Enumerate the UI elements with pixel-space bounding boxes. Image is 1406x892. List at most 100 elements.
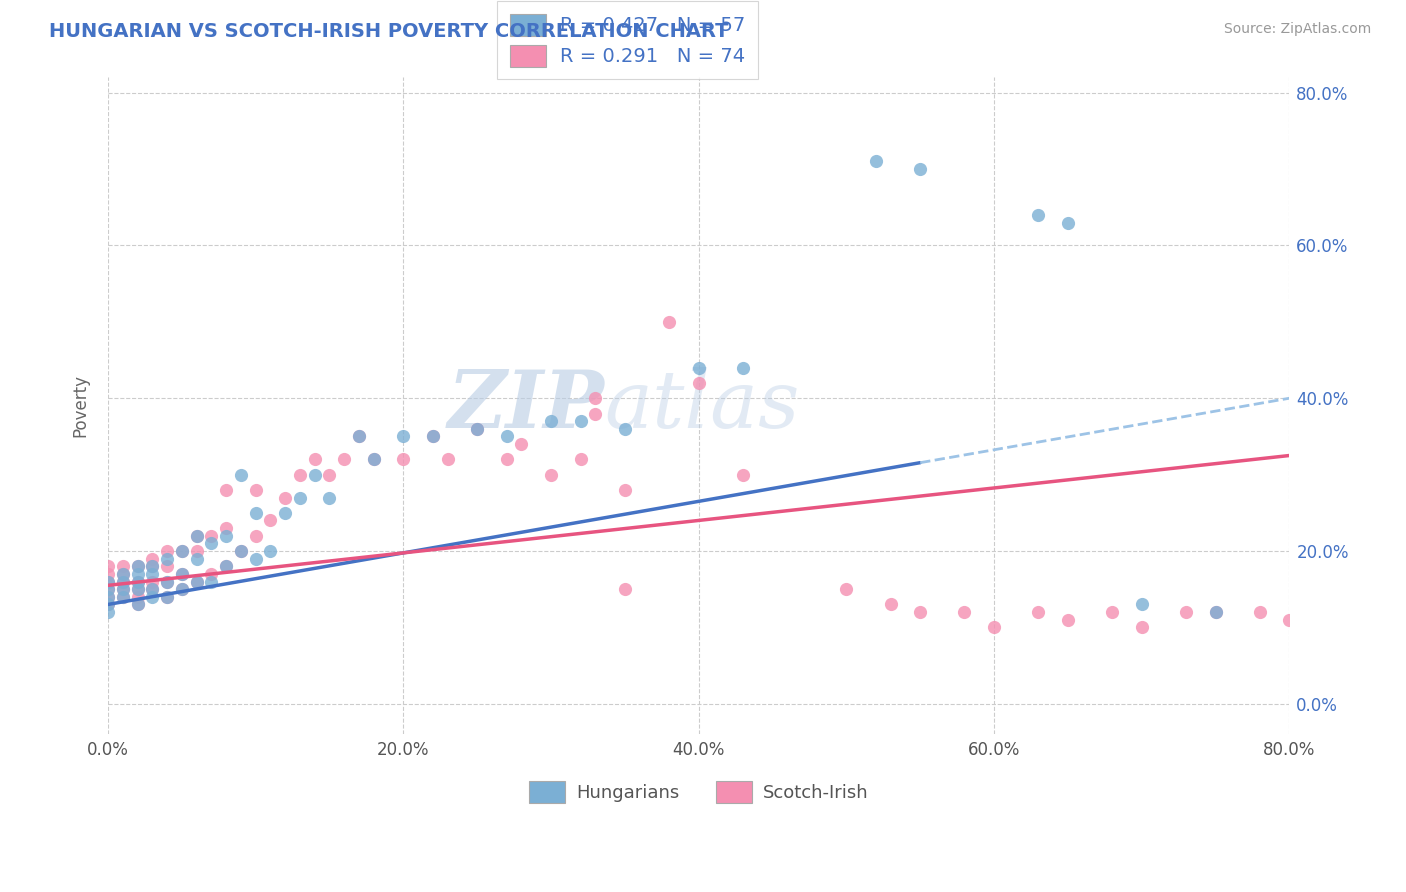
Point: [215, 559, 238, 574]
Point: [156, 574, 179, 589]
Point: [229, 467, 252, 482]
Point: [215, 529, 238, 543]
Point: [245, 529, 267, 543]
Point: [156, 574, 179, 589]
Point: [347, 429, 370, 443]
Point: [436, 452, 458, 467]
Point: [363, 452, 385, 467]
Point: [1130, 598, 1153, 612]
Point: [170, 566, 193, 581]
Point: [304, 452, 326, 467]
Point: [318, 467, 340, 482]
Point: [97, 582, 120, 597]
Point: [245, 506, 267, 520]
Point: [186, 574, 208, 589]
Point: [495, 429, 517, 443]
Point: [495, 452, 517, 467]
Point: [170, 566, 193, 581]
Point: [111, 590, 134, 604]
Point: [1249, 605, 1271, 619]
Point: [879, 598, 901, 612]
Point: [111, 574, 134, 589]
Text: Source: ZipAtlas.com: Source: ZipAtlas.com: [1223, 22, 1371, 37]
Point: [97, 574, 120, 589]
Point: [141, 582, 163, 597]
Point: [170, 544, 193, 558]
Point: [983, 620, 1005, 634]
Point: [318, 491, 340, 505]
Point: [288, 467, 311, 482]
Point: [835, 582, 858, 597]
Point: [200, 529, 222, 543]
Point: [127, 574, 149, 589]
Point: [347, 429, 370, 443]
Point: [953, 605, 976, 619]
Point: [274, 491, 297, 505]
Point: [613, 582, 636, 597]
Point: [1028, 208, 1050, 222]
Point: [97, 590, 120, 604]
Point: [111, 559, 134, 574]
Point: [304, 467, 326, 482]
Point: [215, 483, 238, 497]
Point: [333, 452, 356, 467]
Point: [229, 544, 252, 558]
Point: [186, 551, 208, 566]
Point: [465, 422, 488, 436]
Point: [865, 154, 887, 169]
Point: [540, 467, 562, 482]
Point: [908, 605, 931, 619]
Point: [97, 574, 120, 589]
Point: [422, 429, 444, 443]
Point: [200, 574, 222, 589]
Point: [200, 536, 222, 550]
Point: [613, 422, 636, 436]
Point: [97, 590, 120, 604]
Point: [97, 582, 120, 597]
Point: [1205, 605, 1227, 619]
Point: [156, 551, 179, 566]
Point: [1057, 613, 1080, 627]
Point: [731, 360, 754, 375]
Point: [569, 452, 592, 467]
Point: [127, 582, 149, 597]
Point: [1028, 605, 1050, 619]
Point: [127, 566, 149, 581]
Point: [141, 590, 163, 604]
Point: [540, 414, 562, 428]
Point: [156, 590, 179, 604]
Point: [200, 566, 222, 581]
Point: [583, 407, 606, 421]
Point: [111, 582, 134, 597]
Point: [422, 429, 444, 443]
Point: [156, 544, 179, 558]
Point: [1205, 605, 1227, 619]
Point: [97, 605, 120, 619]
Point: [127, 582, 149, 597]
Point: [229, 544, 252, 558]
Y-axis label: Poverty: Poverty: [72, 375, 89, 437]
Point: [111, 574, 134, 589]
Point: [1057, 216, 1080, 230]
Point: [613, 483, 636, 497]
Point: [127, 598, 149, 612]
Point: [569, 414, 592, 428]
Point: [392, 452, 415, 467]
Point: [658, 315, 681, 329]
Point: [392, 429, 415, 443]
Point: [141, 551, 163, 566]
Point: [141, 559, 163, 574]
Point: [688, 376, 710, 390]
Point: [259, 544, 281, 558]
Point: [215, 521, 238, 535]
Point: [97, 559, 120, 574]
Point: [170, 544, 193, 558]
Point: [1278, 613, 1301, 627]
Legend: Hungarians, Scotch-Irish: Hungarians, Scotch-Irish: [522, 774, 876, 811]
Point: [141, 559, 163, 574]
Point: [111, 566, 134, 581]
Point: [186, 574, 208, 589]
Point: [97, 598, 120, 612]
Point: [259, 513, 281, 527]
Point: [156, 559, 179, 574]
